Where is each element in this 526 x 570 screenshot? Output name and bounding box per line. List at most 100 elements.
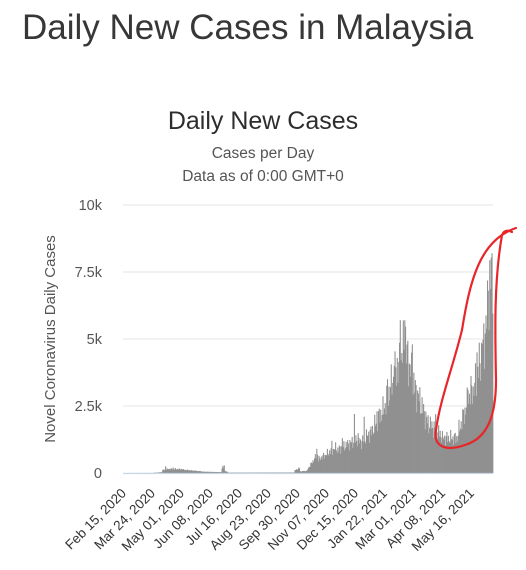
- bar: [333, 449, 335, 473]
- bar: [330, 448, 332, 473]
- bar: [414, 392, 416, 473]
- bar: [255, 472, 257, 473]
- bar: [472, 386, 474, 473]
- bar: [492, 313, 494, 473]
- bar: [450, 438, 452, 473]
- bar: [162, 469, 164, 473]
- bar: [466, 387, 468, 473]
- bar: [312, 460, 314, 473]
- bar: [220, 472, 222, 473]
- grid-lines: [123, 204, 493, 407]
- bar: [205, 471, 207, 473]
- bar: [332, 454, 334, 473]
- bar: [406, 344, 408, 473]
- bar: [435, 414, 437, 473]
- chart-subtitle-line-2: Data as of 0:00 GMT+0: [182, 168, 344, 185]
- bar: [357, 433, 359, 473]
- bar: [182, 469, 184, 473]
- bar: [371, 435, 373, 473]
- bar: [215, 471, 217, 473]
- bar: [471, 403, 474, 473]
- bar: [453, 444, 455, 473]
- bar: [180, 469, 182, 473]
- bar: [361, 440, 363, 473]
- bar: [491, 253, 493, 473]
- bar: [393, 365, 395, 473]
- bar: [173, 469, 175, 473]
- bar: [188, 470, 190, 473]
- bar: [300, 471, 302, 473]
- bar: [349, 439, 351, 473]
- bar: [373, 432, 375, 473]
- bar: [175, 469, 177, 473]
- bar: [335, 450, 337, 473]
- bar: [354, 442, 356, 473]
- bar: [341, 446, 343, 473]
- bar: [332, 448, 334, 473]
- y-tick-label: 5k: [87, 332, 103, 348]
- bar-series: [123, 253, 494, 473]
- bar: [159, 472, 161, 473]
- bar: [247, 472, 249, 473]
- bar: [208, 472, 210, 473]
- bar: [356, 440, 358, 473]
- bar: [456, 436, 458, 473]
- bar: [168, 469, 170, 473]
- bar: [362, 442, 364, 473]
- bar: [469, 404, 471, 473]
- bar: [261, 472, 263, 473]
- bar: [399, 320, 401, 473]
- bar: [441, 431, 443, 473]
- bar: [310, 462, 312, 473]
- red-circle-annotation: [434, 226, 518, 449]
- bar: [486, 328, 488, 473]
- bar: [429, 416, 431, 473]
- bar: [299, 471, 301, 473]
- bar: [428, 433, 430, 473]
- bar: [405, 326, 407, 473]
- bar: [351, 436, 353, 473]
- bar: [370, 426, 372, 473]
- bar: [368, 431, 370, 473]
- bar: [165, 469, 167, 473]
- bar: [283, 472, 285, 473]
- bar: [411, 352, 413, 473]
- bar: [376, 411, 378, 473]
- bar: [386, 379, 389, 473]
- bar: [473, 395, 475, 473]
- bar: [360, 449, 362, 473]
- bar: [263, 472, 265, 473]
- bar: [346, 446, 348, 473]
- bar: [384, 403, 386, 473]
- bar: [465, 407, 468, 473]
- y-axis-ticks: 0 2.5k 5k 7.5k 10k: [75, 198, 103, 482]
- bar: [397, 382, 399, 473]
- page-heading: Daily New Cases in Malaysia: [22, 8, 474, 47]
- bar: [443, 439, 445, 473]
- bar: [210, 471, 212, 473]
- bar: [325, 454, 327, 473]
- bar: [225, 471, 227, 473]
- bar: [319, 458, 321, 473]
- bar: [439, 430, 441, 473]
- bar: [322, 455, 324, 473]
- bar: [165, 466, 167, 473]
- bar: [432, 437, 434, 473]
- chart-subtitle-line-1: Cases per Day: [211, 145, 315, 162]
- bar: [403, 349, 405, 473]
- bar: [293, 472, 295, 473]
- bar: [277, 472, 280, 473]
- bar: [461, 429, 463, 473]
- hand-drawn-annotation: [434, 226, 518, 449]
- bar: [306, 470, 308, 473]
- bar: [191, 470, 193, 473]
- bar: [189, 470, 191, 473]
- bar: [323, 452, 325, 473]
- bar: [285, 472, 287, 473]
- bar: [418, 401, 420, 473]
- bar: [353, 414, 355, 473]
- bar: [392, 382, 394, 473]
- bar: [442, 437, 444, 473]
- bar: [433, 421, 435, 473]
- bar: [222, 465, 224, 473]
